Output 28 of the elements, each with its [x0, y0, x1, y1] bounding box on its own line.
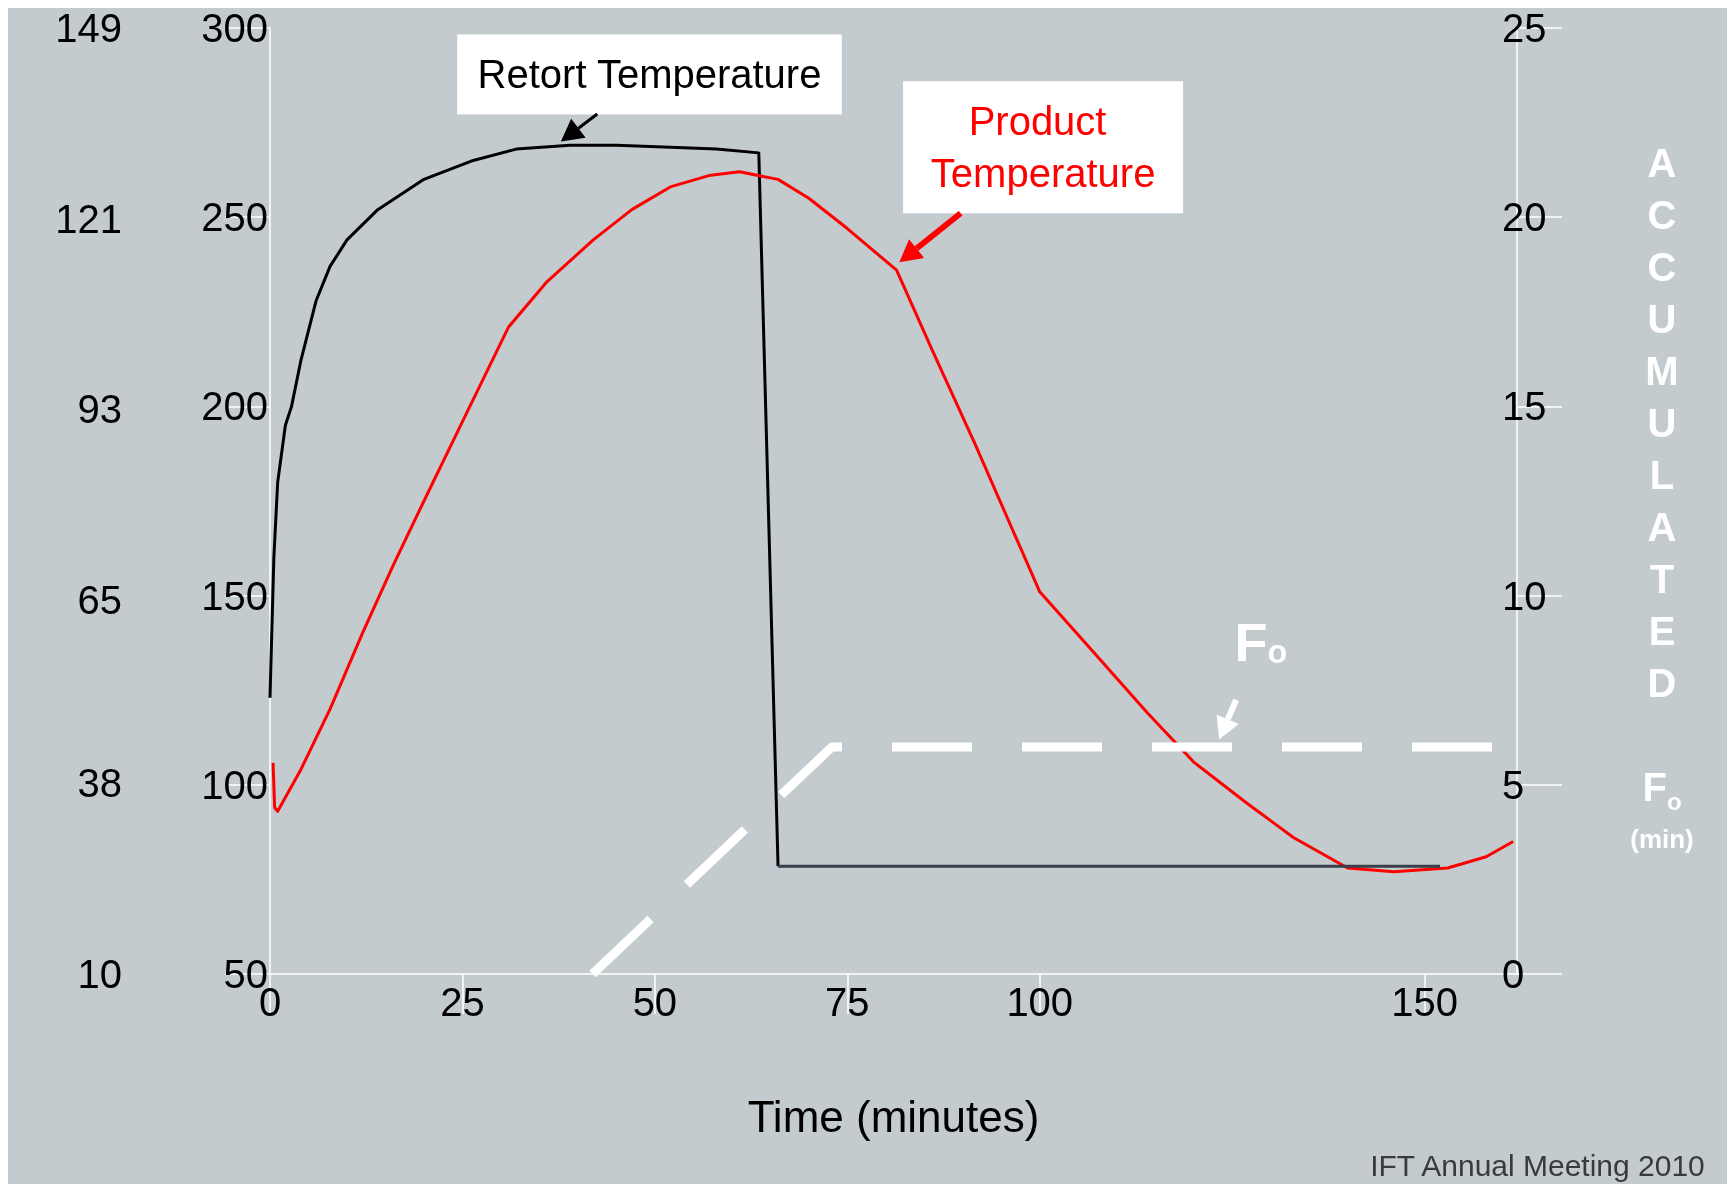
y2-tick-label: 10	[77, 952, 122, 996]
y-tick-label: 300	[201, 6, 268, 50]
x-tick-label: 25	[440, 980, 485, 1024]
y3-tick-label: 10	[1502, 573, 1547, 618]
x-tick-label: 100	[1006, 980, 1074, 1024]
y2-tick-label: 93	[77, 387, 122, 432]
x-tick-label: 150	[1391, 980, 1458, 1024]
y3-tick-label: 25	[1502, 6, 1547, 50]
y3-tick-label: 15	[1502, 384, 1547, 429]
x-tick-label: 50	[632, 980, 678, 1024]
y2-tick-label: 149	[55, 6, 122, 50]
series-label: Retort Temperature	[477, 52, 822, 97]
x-axis-title: Time (minutes)	[747, 1091, 1040, 1141]
series-label: Product Temperature	[930, 99, 1156, 196]
text: IFT Annual Meeting 2010	[1370, 1148, 1705, 1182]
y2-tick-label: 38	[77, 761, 122, 806]
y2-tick-label: 121	[55, 196, 122, 241]
x-tick-label: 75	[825, 980, 870, 1024]
y3-tick-label: 20	[1502, 195, 1547, 240]
line-series	[268, 143, 780, 868]
y-tick-label: 250	[201, 195, 268, 240]
annotation: Fo	[1234, 611, 1288, 672]
y3-tick-label: 0	[1502, 952, 1525, 996]
y3-tick-label: 5	[1502, 762, 1525, 807]
y-tick-label: 200	[201, 384, 268, 429]
y-tick-label: 150	[201, 573, 268, 618]
y2-tick-label: 65	[77, 577, 122, 622]
y-tick-label: 100	[201, 762, 268, 807]
